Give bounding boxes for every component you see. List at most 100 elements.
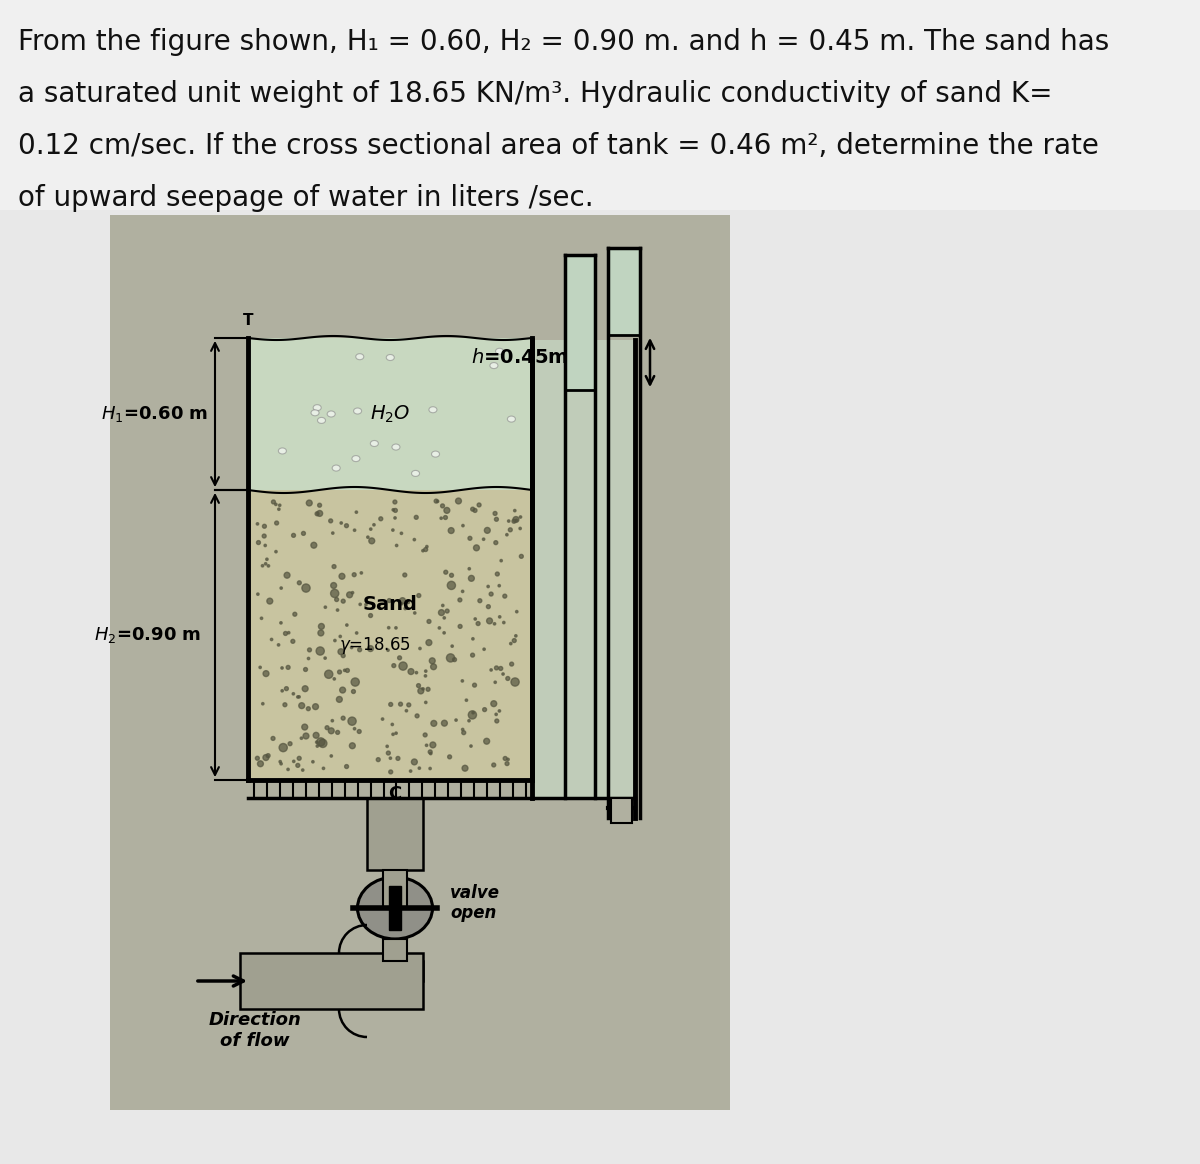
Point (425, 714, 444, 732)
Bar (367, 799, 424, 870)
Point (335, 661, 354, 680)
Ellipse shape (328, 411, 335, 417)
Point (422, 652, 442, 670)
Bar (0, 0, 1200, 210)
Point (344, 566, 364, 584)
Point (325, 669, 344, 688)
Point (511, 547, 530, 566)
Point (498, 750, 517, 768)
Point (307, 504, 326, 523)
Point (491, 659, 510, 677)
Point (438, 602, 457, 620)
Ellipse shape (428, 406, 437, 413)
Point (490, 702, 509, 721)
Point (449, 491, 468, 510)
Point (479, 577, 498, 596)
Text: C: C (389, 785, 402, 803)
Bar (383, 870, 407, 908)
Text: Direction
of flow: Direction of flow (209, 1012, 301, 1050)
Point (346, 673, 365, 691)
Point (385, 501, 404, 519)
Point (248, 584, 268, 603)
Point (289, 748, 308, 767)
Point (264, 729, 283, 747)
Point (299, 650, 318, 668)
Ellipse shape (358, 876, 432, 939)
Point (450, 590, 469, 609)
Point (505, 502, 524, 520)
Point (434, 609, 454, 627)
Point (318, 718, 337, 737)
Point (511, 508, 530, 526)
Point (330, 662, 349, 681)
Point (467, 539, 486, 558)
Point (388, 537, 407, 555)
Point (322, 722, 341, 740)
Point (344, 682, 364, 701)
Point (254, 527, 274, 546)
Point (274, 738, 293, 757)
Point (452, 672, 472, 690)
Point (331, 627, 350, 646)
Point (264, 492, 283, 511)
Point (253, 556, 272, 575)
Point (487, 510, 506, 528)
Point (288, 757, 307, 775)
Point (400, 696, 419, 715)
Point (271, 754, 290, 773)
Point (392, 595, 412, 613)
Text: valve
open: valve open (450, 883, 500, 922)
Ellipse shape (278, 448, 287, 454)
Point (342, 638, 361, 656)
Point (248, 514, 268, 533)
Bar (532, 340, 635, 799)
Point (295, 718, 314, 737)
Point (497, 525, 516, 544)
Point (305, 535, 324, 554)
Point (493, 665, 512, 683)
Point (432, 603, 451, 622)
Point (299, 700, 318, 718)
Point (325, 631, 344, 650)
Point (334, 646, 353, 665)
Point (510, 519, 529, 538)
Point (316, 598, 335, 617)
Point (275, 695, 294, 714)
Point (496, 587, 515, 605)
Point (289, 574, 308, 592)
Point (433, 596, 452, 615)
Point (260, 591, 280, 610)
Point (334, 681, 353, 700)
Ellipse shape (371, 440, 378, 447)
Point (257, 549, 276, 568)
Point (306, 697, 325, 716)
Point (334, 709, 353, 728)
Point (296, 579, 316, 597)
Point (368, 751, 388, 769)
Point (408, 707, 427, 725)
Point (362, 532, 382, 551)
Point (269, 636, 288, 654)
Point (337, 758, 356, 776)
Point (442, 521, 461, 540)
Point (395, 566, 414, 584)
Ellipse shape (432, 452, 439, 457)
Point (307, 737, 326, 755)
Point (498, 669, 517, 688)
Point (504, 512, 523, 531)
Point (340, 585, 359, 604)
Ellipse shape (496, 348, 504, 354)
Bar (608, 248, 640, 335)
Point (352, 563, 371, 582)
Point (486, 705, 505, 724)
Point (284, 526, 304, 545)
Ellipse shape (392, 443, 400, 450)
Bar (611, 799, 632, 823)
Point (283, 632, 302, 651)
Text: a saturated unit weight of 18.65 KN/m³. Hydraulic conductivity of sand K=: a saturated unit weight of 18.65 KN/m³. … (18, 80, 1052, 108)
Point (394, 656, 413, 675)
Point (254, 517, 274, 535)
Point (434, 624, 454, 643)
Point (306, 726, 325, 745)
Point (344, 719, 364, 738)
